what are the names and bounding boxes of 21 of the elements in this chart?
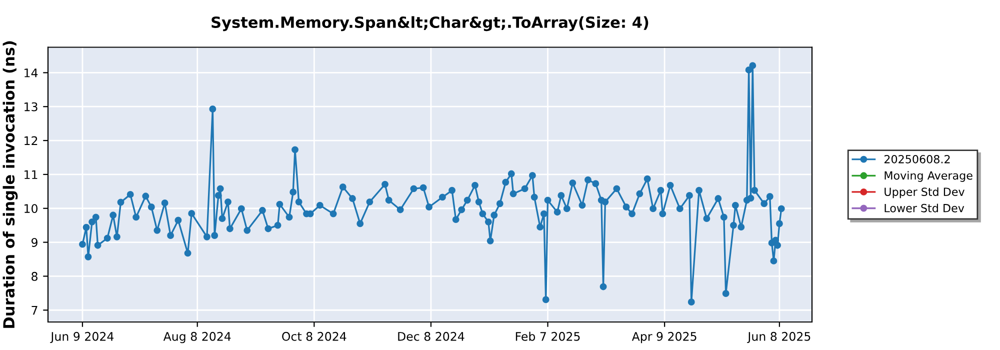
y-tick-label: 11	[24, 170, 38, 179]
y-tick-label: 9	[32, 238, 38, 247]
legend-label: Moving Average	[884, 171, 972, 182]
x-tick-label: Dec 8 2024	[398, 332, 464, 341]
y-tick-label: 14	[24, 68, 38, 78]
y-axis-title: Duration of single invocation (ns)	[2, 41, 18, 328]
legend-label: 20250608.2	[884, 154, 950, 164]
y-tick-label: 7	[32, 306, 38, 315]
x-tick-label: Oct 8 2024	[282, 332, 346, 341]
y-tick-label: 12	[24, 136, 38, 146]
chart-title: System.Memory.Span&lt;Char&gt;.ToArray(Size: 4)	[212, 16, 648, 32]
x-tick-label: Aug 8 2024	[163, 332, 231, 344]
x-tick-label: Jun 9 2024	[50, 332, 114, 344]
y-tick-label: 13	[24, 102, 38, 112]
legend-label: Lower Std Dev	[884, 204, 964, 212]
y-tick-label: 10	[24, 204, 38, 214]
x-tick-label: Feb 7 2025	[516, 332, 580, 341]
legend-label: Upper Std Dev	[884, 187, 964, 198]
y-tick-label: 8	[32, 272, 38, 281]
x-tick-label: Jun 8 2025	[747, 332, 810, 344]
x-tick-label: Apr 9 2025	[632, 332, 696, 344]
